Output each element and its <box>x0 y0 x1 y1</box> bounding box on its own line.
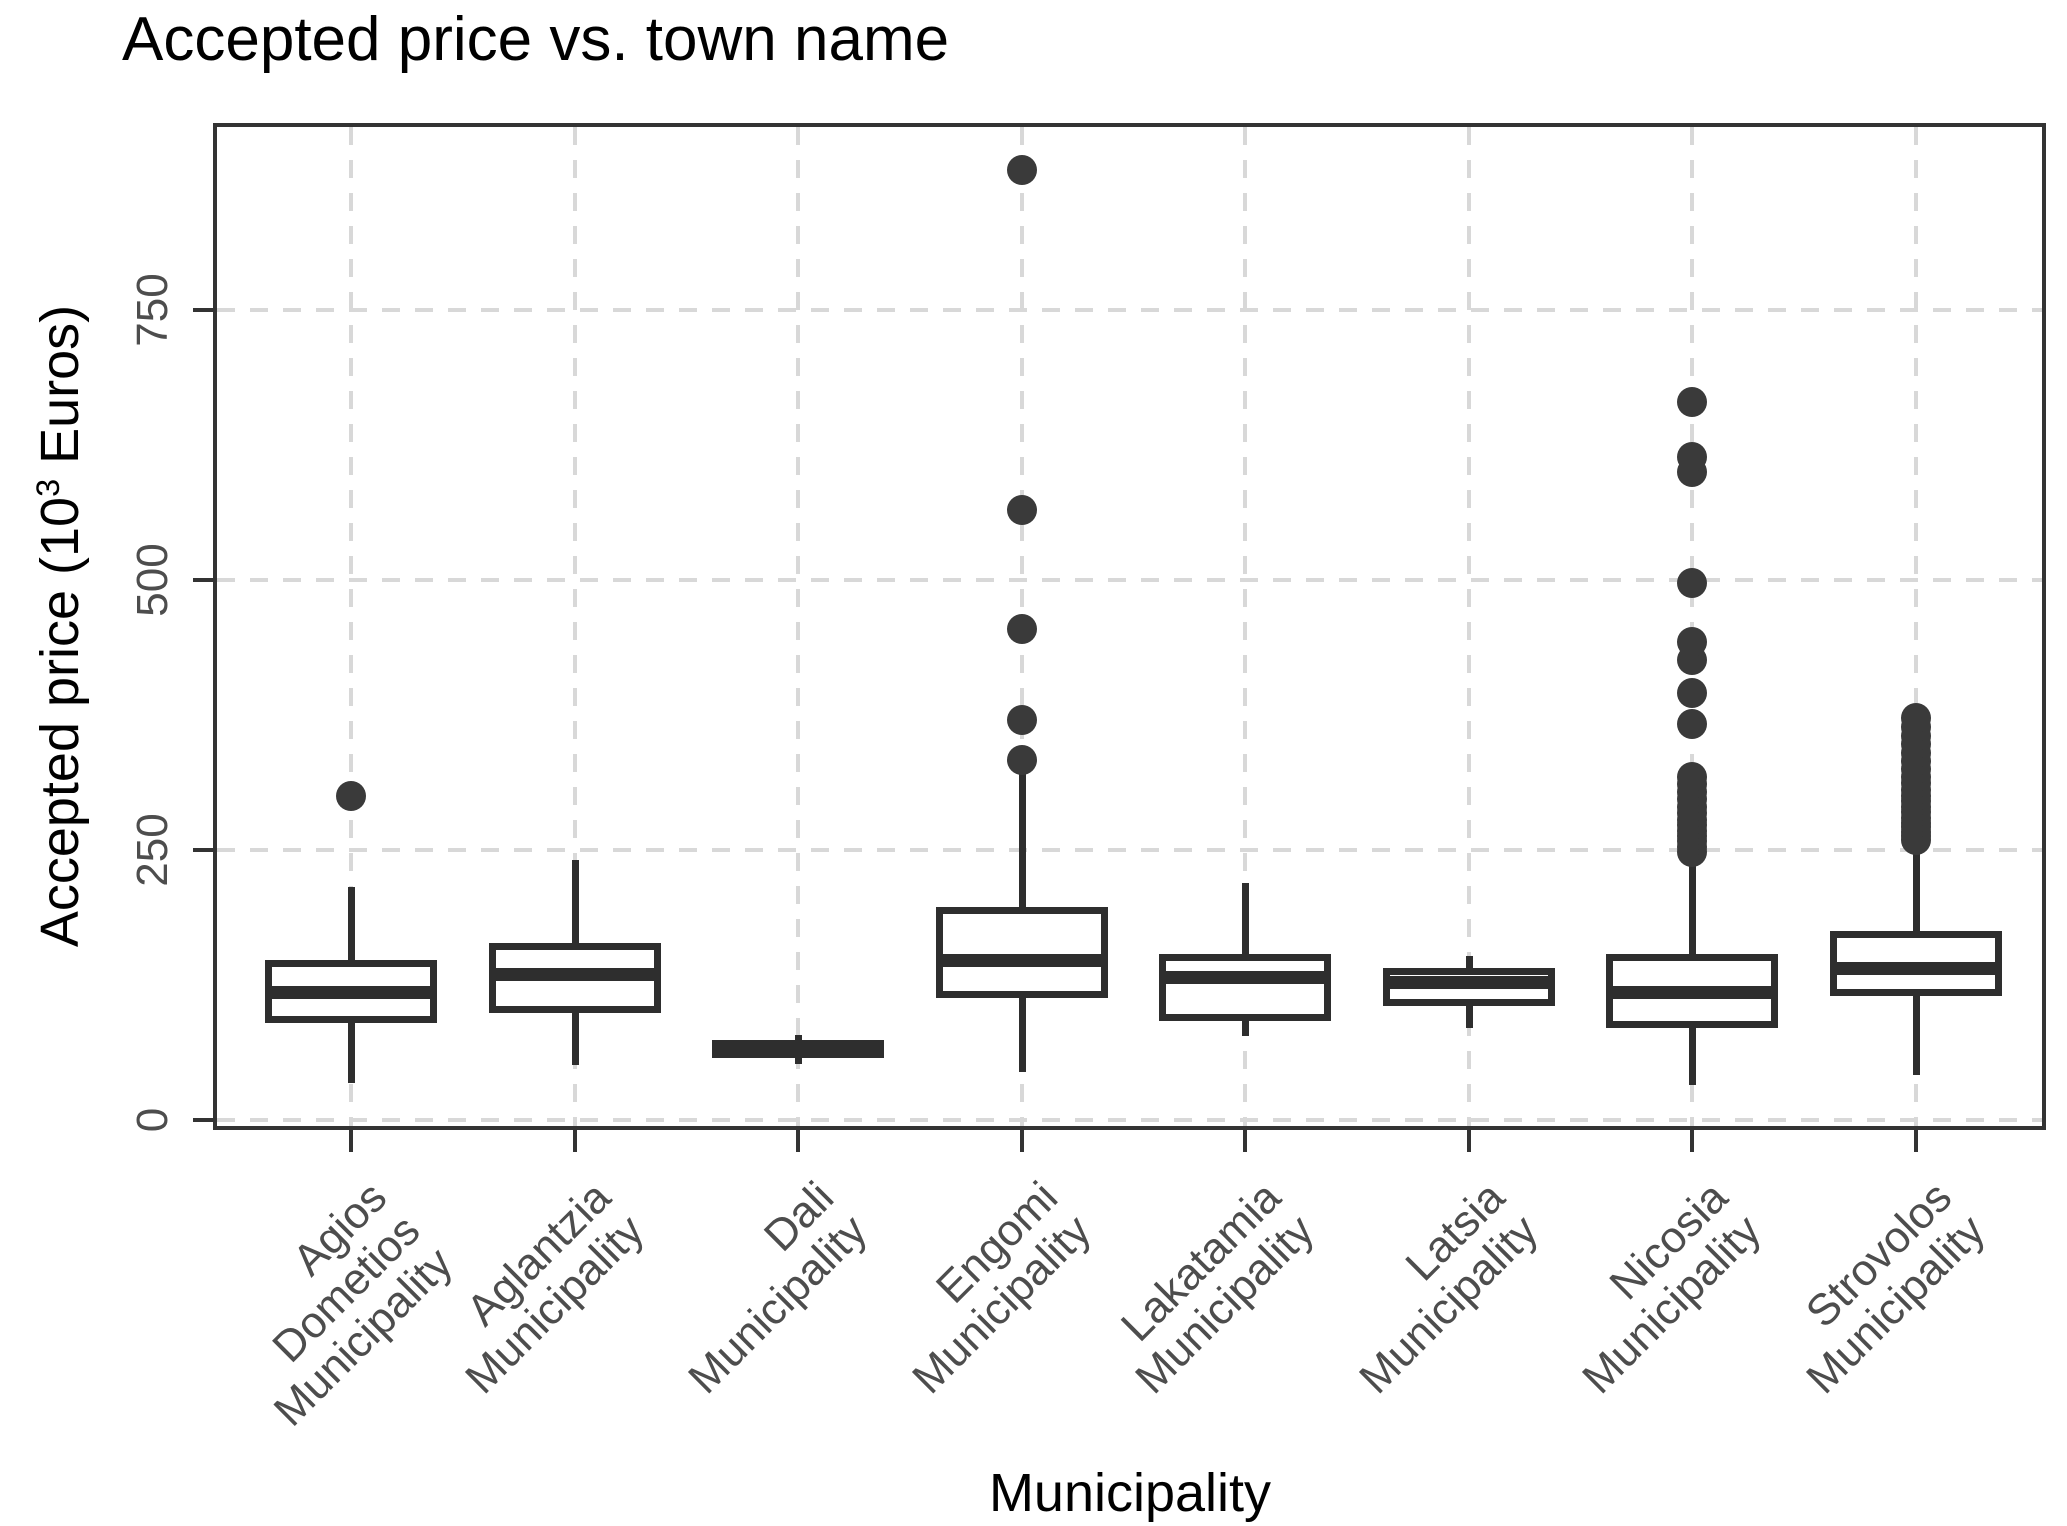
x-axis-title: Municipality <box>988 1463 1272 1523</box>
x-tick-label: Nicosia Municipality <box>1573 1172 1771 1403</box>
outlier-dot <box>1007 154 1037 185</box>
y-tick-label: 0 <box>128 1107 177 1133</box>
x-tick <box>1467 1130 1471 1152</box>
box-whisker-upper <box>572 859 579 943</box>
x-tick-label: Dali Municipality <box>679 1172 877 1403</box>
outlier-dot <box>336 781 366 811</box>
outlier-dot <box>1007 705 1037 736</box>
box-whisker-upper <box>1466 955 1473 968</box>
box-whisker-upper <box>1019 774 1026 908</box>
gridline-vertical <box>1914 127 1918 1126</box>
gridline-vertical <box>573 127 577 1126</box>
box-iqr <box>1159 953 1331 1021</box>
box-whisker-upper <box>348 886 355 961</box>
gridline-vertical <box>349 127 353 1126</box>
outlier-dot <box>1677 678 1707 709</box>
gridline-vertical <box>1467 127 1471 1126</box>
median-line <box>712 1043 884 1057</box>
y-axis-title: Accepted price (103 Euros) <box>29 305 91 947</box>
y-axis-title-suffix: Euros) <box>30 304 90 479</box>
median-line <box>1606 986 1778 1000</box>
y-tick <box>193 308 213 312</box>
x-tick <box>1690 1130 1694 1152</box>
plot-area <box>213 123 2046 1130</box>
outlier-dot <box>1901 703 1931 734</box>
y-tick-label: 250 <box>128 813 177 887</box>
box-whisker-lower <box>1242 1020 1249 1036</box>
median-line <box>1830 962 2002 976</box>
box-whisker-upper <box>1242 883 1249 954</box>
chart-title: Accepted price vs. town name <box>122 5 950 74</box>
box-whisker-lower <box>795 1058 802 1064</box>
outlier-dot <box>1677 441 1707 472</box>
outlier-dot <box>1007 613 1037 644</box>
y-tick-label: 500 <box>128 543 177 617</box>
box-whisker-lower <box>1689 1028 1696 1086</box>
box-whisker-lower <box>1913 995 1920 1075</box>
median-line <box>489 967 661 981</box>
box-whisker-lower <box>1466 1005 1473 1029</box>
x-tick <box>1243 1130 1247 1152</box>
x-tick <box>796 1130 800 1152</box>
outlier-dot <box>1677 761 1707 792</box>
x-tick-label: Strovolos Municipality <box>1796 1172 1995 1403</box>
median-line <box>265 986 437 1000</box>
box-whisker-upper <box>1689 860 1696 954</box>
y-axis-title-prefix: Accepted price (10 <box>30 496 90 948</box>
y-tick <box>193 848 213 852</box>
gridline-vertical <box>1243 127 1247 1126</box>
gridline-horizontal <box>217 1118 2042 1122</box>
x-tick <box>1914 1130 1918 1152</box>
x-tick-label: Lakatamia Municipality <box>1112 1172 1324 1403</box>
box-whisker-lower <box>1019 997 1026 1073</box>
gridline-horizontal <box>217 578 2042 582</box>
x-tick-label: Agios Dometios Municipality <box>263 1172 463 1436</box>
outlier-dot <box>1677 568 1707 599</box>
box-whisker-lower <box>572 1013 579 1065</box>
box-iqr <box>936 907 1108 998</box>
median-line <box>1159 970 1331 984</box>
median-line <box>936 953 1108 967</box>
x-tick-label: Engomi Municipality <box>903 1172 1101 1403</box>
median-line <box>1383 976 1555 990</box>
gridline-horizontal <box>217 848 2042 852</box>
outlier-dot <box>1007 494 1037 525</box>
box-whisker-upper <box>1913 844 1920 931</box>
outlier-dot <box>1677 626 1707 657</box>
y-tick <box>193 578 213 582</box>
x-tick <box>573 1130 577 1152</box>
x-tick <box>349 1130 353 1152</box>
outlier-dot <box>1677 386 1707 417</box>
box-whisker-lower <box>348 1022 355 1084</box>
gridline-vertical <box>1690 127 1694 1126</box>
gridline-horizontal <box>217 308 2042 312</box>
x-tick <box>1020 1130 1024 1152</box>
outlier-dot <box>1007 745 1037 776</box>
outlier-dot <box>1677 708 1707 739</box>
x-tick-label: Latsia Municipality <box>1350 1172 1548 1403</box>
y-axis-title-superscript: 3 <box>30 478 66 497</box>
gridline-vertical <box>796 127 800 1126</box>
y-tick-label: 750 <box>128 273 177 347</box>
x-tick-label: Aglantzia Municipality <box>456 1172 654 1403</box>
y-tick <box>193 1118 213 1122</box>
box-whisker-upper <box>795 1034 802 1041</box>
